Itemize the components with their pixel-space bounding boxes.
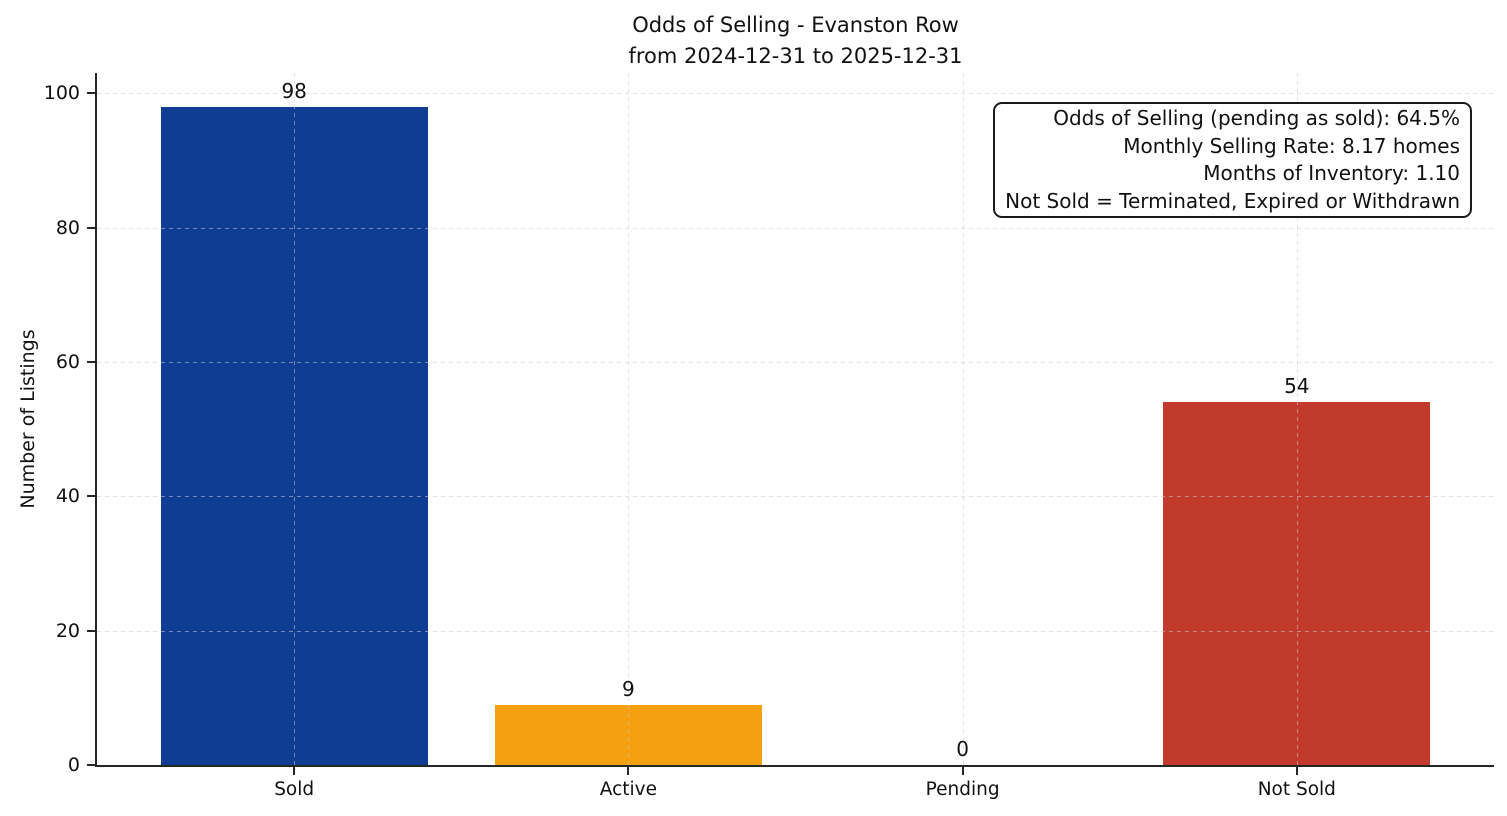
- horizontal-gridline: [97, 93, 1494, 95]
- horizontal-gridline: [97, 496, 1494, 498]
- vertical-gridline: [628, 73, 630, 765]
- x-tick-label-active: Active: [599, 779, 657, 800]
- bar-not-sold: [1163, 402, 1431, 765]
- y-tick-mark: [87, 92, 95, 95]
- chart-title-line2: from 2024-12-31 to 2025-12-31: [628, 44, 963, 68]
- y-tick-label-20: 20: [55, 619, 80, 642]
- x-tick-label-not-sold: Not Sold: [1257, 779, 1336, 800]
- y-tick-mark: [87, 764, 95, 766]
- y-tick-mark: [87, 495, 95, 498]
- annotation-line-not-sold-definition: Not Sold = Terminated, Expired or Withdr…: [1005, 188, 1460, 213]
- x-tick-label-sold: Sold: [274, 779, 315, 800]
- y-tick-label-60: 60: [55, 350, 80, 373]
- chart-title-line1: Odds of Selling - Evanston Row: [632, 13, 959, 37]
- bar-value-label-pending: 0: [956, 737, 969, 761]
- annotation-line-monthly-selling-rate: Monthly Selling Rate: 8.17 homes: [1123, 133, 1460, 158]
- bar-value-labels-layer: 98 9 0 54: [97, 73, 1494, 765]
- y-tick-mark: [87, 629, 95, 632]
- horizontal-gridline: [97, 227, 1494, 229]
- vertical-gridline: [294, 73, 296, 765]
- plot-area: 98 9 0 54: [97, 73, 1494, 765]
- y-tick-label-80: 80: [55, 216, 80, 239]
- horizontal-gridline: [97, 630, 1494, 632]
- y-tick-label-40: 40: [55, 485, 80, 508]
- vertical-gridline: [962, 73, 964, 765]
- chart-title: Odds of Selling - Evanston Row from 2024…: [97, 10, 1494, 72]
- stats-annotation-box: Odds of Selling (pending as sold): 64.5%…: [993, 102, 1472, 218]
- y-tick-label-0: 0: [67, 754, 80, 776]
- x-tick-mark: [627, 767, 630, 775]
- y-tick-mark: [87, 360, 95, 363]
- x-axis-spine: [95, 765, 1494, 767]
- y-tick-mark: [87, 226, 95, 229]
- y-axis-spine: [95, 73, 97, 767]
- annotation-line-months-of-inventory: Months of Inventory: 1.10: [1203, 161, 1460, 185]
- bar-value-label-sold: 98: [281, 78, 307, 103]
- bar-active: [494, 704, 763, 765]
- bar-value-label-active: 9: [622, 676, 635, 701]
- x-tick-mark: [293, 767, 296, 775]
- annotation-line-odds-of-selling: Odds of Selling (pending as sold): 64.5%: [1053, 106, 1460, 130]
- horizontal-gridline: [97, 361, 1494, 363]
- x-tick-label-pending: Pending: [925, 779, 1000, 800]
- x-tick-mark: [961, 767, 964, 775]
- vertical-gridline: [1296, 73, 1298, 765]
- grid-layer: [97, 73, 1494, 765]
- bar-value-label-not-sold: 54: [1284, 374, 1310, 399]
- y-tick-label-100: 100: [43, 82, 80, 105]
- x-tick-mark: [1295, 767, 1298, 775]
